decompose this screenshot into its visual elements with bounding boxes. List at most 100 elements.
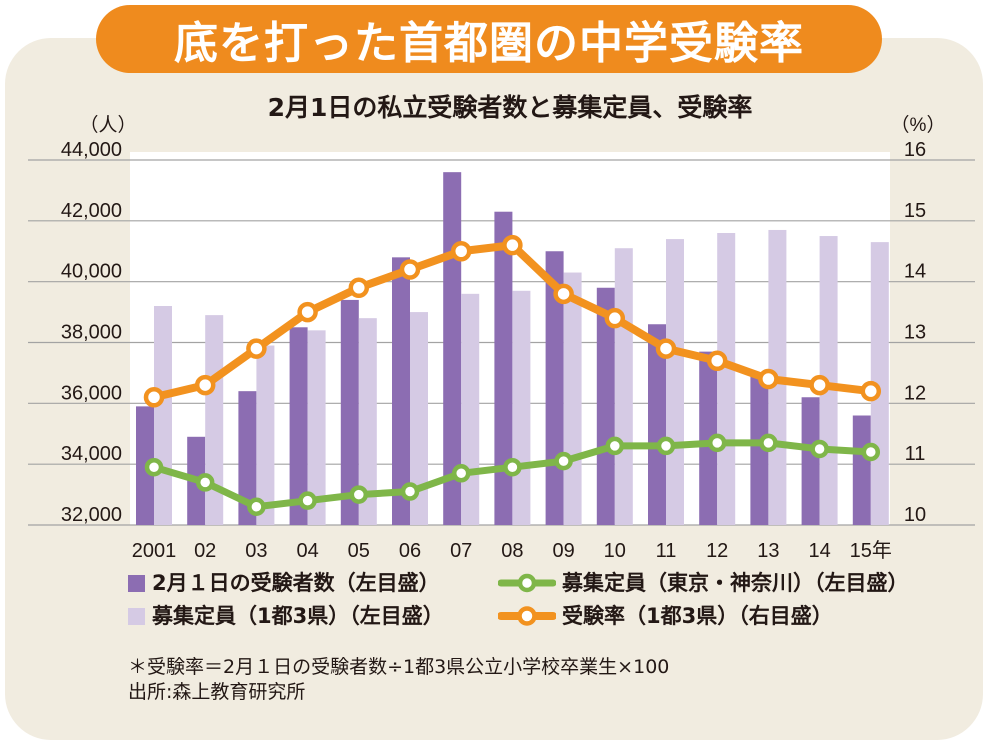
legend-line-circle-icon — [498, 573, 556, 593]
y-right-unit-label: （%） — [891, 114, 946, 136]
examinees-bar — [852, 415, 871, 525]
legend-item-capacity-tokyo-kanagawa: 募集定員（東京・神奈川）（左目盛） — [498, 569, 909, 597]
x-tick-label: 15年 — [850, 539, 892, 562]
capacity-1to3-bar — [154, 306, 172, 525]
capacity-tokyo-kanagawa-point — [656, 436, 676, 456]
exam-rate-series — [143, 234, 882, 408]
headline: 底を打った首都圏の中学受験率 — [174, 18, 804, 69]
examinees-bar — [392, 257, 410, 525]
x-tick-label: 12 — [706, 540, 728, 562]
capacity-tokyo-kanagawa-point — [707, 433, 727, 453]
exam-rate-point — [399, 259, 421, 280]
y-left-tick-label: 42,000 — [61, 200, 122, 222]
x-tick-label: 2001 — [132, 540, 177, 562]
legend-label: 受験率（1都3県）（右目盛） — [562, 604, 833, 628]
examinees-bar — [699, 351, 718, 525]
x-tick-label: 13 — [757, 540, 779, 562]
capacity-tokyo-kanagawa-point — [810, 439, 829, 459]
examinees-bar — [340, 299, 359, 525]
y-right-tick-label: 16 — [904, 139, 926, 161]
capacity-tokyo-kanagawa-point — [503, 457, 522, 477]
examinees-bar — [750, 375, 769, 525]
capacity-1to3-bar — [512, 290, 531, 525]
capacity-1to3-bar — [614, 248, 633, 526]
y-left-tick-label: 40,000 — [61, 261, 122, 283]
capacity-1to3-bar — [410, 312, 428, 525]
x-tick-label: 07 — [450, 540, 472, 562]
headline-banner: 底を打った首都圏の中学受験率 — [96, 5, 882, 73]
exam-rate-point — [604, 307, 626, 329]
capacity-tokyo-kanagawa-point — [144, 457, 164, 477]
exam-rate-point — [143, 387, 165, 408]
capacity-tokyo-kanagawa-point — [298, 491, 317, 510]
y-left-tick-label: 36,000 — [61, 382, 122, 404]
y-right-tick-label: 13 — [904, 322, 926, 344]
legend-line-circle-icon — [498, 606, 556, 626]
legend-swatch-square-icon — [128, 607, 145, 625]
legend-item-examinees: 2月１日の受験者数（左目盛） — [128, 569, 440, 597]
capacity-1to3-bar — [563, 272, 582, 525]
examinees-bar — [494, 211, 513, 526]
exam-rate-point — [553, 283, 574, 305]
y-left-axis: 44,000 42,000 40,000 38,000 36,000 34,000 32,0… — [61, 139, 122, 526]
footnotes: ＊受験率＝2月１日の受験者数÷1都3県公立小学校卒業生×100 出所:森上教育研… — [128, 655, 948, 705]
capacity-tokyo-kanagawa-point — [247, 497, 266, 516]
exam-rate-point — [706, 350, 728, 371]
exam-rate-point — [860, 380, 882, 402]
y-right-tick-label: 12 — [904, 382, 926, 404]
legend-label: 2月１日の受験者数（左目盛） — [152, 571, 440, 595]
footnote-source: 出所:森上教育研究所 — [128, 681, 306, 703]
exam-rate-point — [450, 241, 472, 262]
capacity-1to3-bar — [307, 330, 326, 525]
capacity-1to3-bar — [717, 233, 736, 525]
legend-label: 募集定員（1都3県）（左目盛） — [152, 604, 444, 628]
examinees-bar — [801, 397, 820, 525]
exam-rate-point — [655, 338, 677, 359]
x-tick-label: 08 — [501, 540, 523, 562]
capacity-1to3-bar — [358, 318, 377, 525]
capacity-1to3-bar — [256, 345, 275, 525]
exam-rate-point — [348, 277, 370, 298]
x-tick-label: 03 — [245, 540, 267, 562]
x-tick-label: 06 — [399, 540, 421, 562]
exam-rate-point — [194, 374, 216, 396]
x-tick-label: 05 — [348, 540, 370, 562]
capacity-tokyo-kanagawa-point — [554, 451, 573, 471]
capacity-tokyo-kanagawa-series — [144, 433, 881, 516]
y-left-tick-label: 38,000 — [61, 322, 122, 344]
x-tick-label: 11 — [656, 540, 677, 562]
capacity-tokyo-kanagawa-point — [349, 485, 369, 504]
exam-rate-point — [758, 368, 779, 390]
x-tick-label: 02 — [194, 540, 216, 562]
examinees-bar — [648, 324, 666, 525]
x-tick-label: 09 — [552, 540, 574, 562]
bars — [136, 172, 889, 526]
capacity-1to3-bar — [461, 293, 480, 525]
y-right-tick-label: 10 — [904, 504, 926, 526]
exam-rate-point — [297, 301, 318, 323]
exam-rate-point — [809, 374, 830, 396]
capacity-tokyo-kanagawa-point — [759, 433, 778, 453]
x-tick-label: 14 — [808, 540, 830, 562]
examinees-bar — [238, 391, 257, 525]
x-tick-label: 10 — [604, 540, 626, 562]
legend-label: 募集定員（東京・神奈川）（左目盛） — [562, 571, 909, 595]
exam-rate-point — [502, 234, 523, 256]
examinees-bar — [289, 327, 308, 525]
y-left-tick-label: 44,000 — [61, 139, 122, 161]
x-axis: 2001 02 03 04 05 06 07 08 09 10 11 12 13 14 15年 — [132, 539, 892, 562]
y-right-axis: 16 15 14 13 12 11 10 — [904, 139, 926, 526]
y-left-tick-label: 32,000 — [61, 504, 122, 526]
capacity-tokyo-kanagawa-point — [451, 464, 471, 483]
footnote-definition: ＊受験率＝2月１日の受験者数÷1都3県公立小学校卒業生×100 — [128, 656, 670, 678]
legend-item-capacity-1to3: 募集定員（1都3県）（左目盛） — [128, 602, 444, 630]
y-right-tick-label: 14 — [904, 261, 926, 283]
legend-item-exam-rate: 受験率（1都3県）（右目盛） — [498, 602, 833, 630]
capacity-tokyo-kanagawa-point — [400, 482, 420, 501]
x-tick-label: 04 — [296, 540, 318, 562]
exam-rate-point — [246, 338, 267, 359]
chart-title: 2月1日の私立受験者数と募集定員、受験率 — [267, 93, 753, 122]
capacity-tokyo-kanagawa-point — [861, 442, 881, 462]
examinees-bar — [596, 287, 615, 525]
